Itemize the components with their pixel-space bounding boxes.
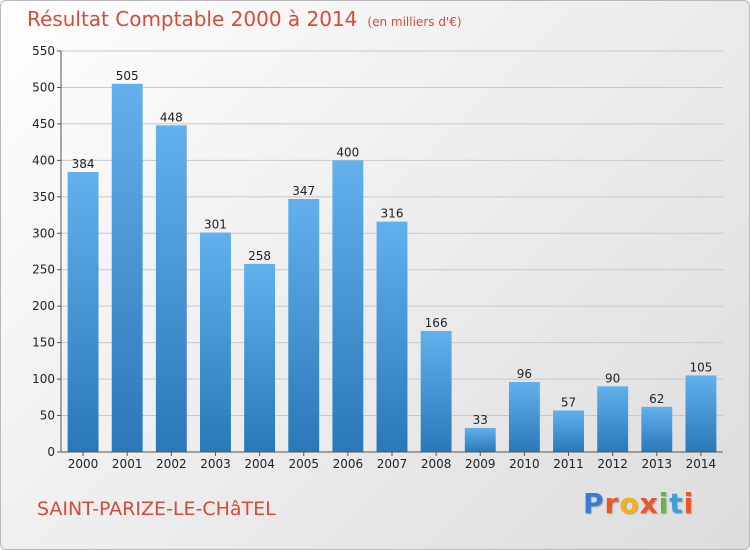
x-tick-label: 2010 — [509, 457, 540, 471]
x-tick-label: 2009 — [465, 457, 496, 471]
bar — [332, 160, 364, 452]
x-tick-label: 2013 — [642, 457, 673, 471]
y-tick-label: 100 — [32, 372, 55, 386]
y-tick-label: 550 — [32, 44, 55, 58]
y-tick-label: 200 — [32, 299, 55, 313]
y-tick-label: 300 — [32, 226, 55, 240]
data-label: 347 — [292, 184, 315, 198]
x-tick-label: 2014 — [686, 457, 717, 471]
x-tick-label: 2006 — [333, 457, 364, 471]
x-tick-label: 2000 — [68, 457, 99, 471]
data-label: 33 — [473, 413, 488, 427]
data-label: 62 — [649, 392, 664, 406]
x-tick-label: 2011 — [553, 457, 584, 471]
logo-letter: x — [639, 487, 659, 520]
y-tick-label: 400 — [32, 153, 55, 167]
data-label: 57 — [561, 395, 576, 409]
logo-letter: i — [658, 487, 670, 520]
data-label: 505 — [116, 69, 139, 83]
bar — [244, 263, 276, 452]
data-label: 166 — [425, 316, 448, 330]
bar — [288, 199, 320, 452]
y-tick-label: 250 — [32, 263, 55, 277]
y-tick-label: 50 — [40, 409, 55, 423]
data-label: 384 — [72, 157, 95, 171]
data-label: 316 — [381, 207, 404, 221]
place-name: SAINT-PARIZE-LE-CHâTEL — [37, 498, 276, 520]
bar — [641, 406, 673, 452]
proxiti-logo: Proxiti — [583, 487, 694, 520]
y-tick-label: 450 — [32, 117, 55, 131]
y-tick-label: 150 — [32, 336, 55, 350]
x-tick-label: 2005 — [288, 457, 319, 471]
logo-letter: i — [683, 487, 695, 520]
x-tick-label: 2008 — [421, 457, 452, 471]
x-tick-label: 2001 — [112, 457, 143, 471]
x-tick-label: 2007 — [377, 457, 408, 471]
bar — [464, 427, 496, 452]
bar — [420, 330, 452, 452]
y-tick-label: 0 — [47, 445, 55, 459]
logo-letter: t — [669, 487, 684, 520]
bar — [685, 375, 717, 452]
bar — [67, 172, 99, 452]
x-tick-label: 2004 — [244, 457, 275, 471]
logo-letter: o — [619, 487, 640, 520]
data-label: 105 — [689, 360, 712, 374]
y-tick-label: 500 — [32, 80, 55, 94]
data-label: 90 — [605, 371, 620, 385]
bar — [508, 382, 540, 452]
bar — [553, 410, 584, 452]
axes: 0 50 100 150 200 250 300 350 400 450 500 550 2000 200… — [32, 44, 723, 471]
y-tick-label: 350 — [32, 190, 55, 204]
x-tick-label: 2003 — [200, 457, 231, 471]
x-tick-label: 2012 — [597, 457, 628, 471]
data-labels: 384 505 448 301 258 347 400 316 166 33 96 57 90 62 105 — [72, 69, 713, 427]
x-tick-label: 2002 — [156, 457, 187, 471]
bar — [111, 83, 143, 453]
data-label: 400 — [336, 145, 359, 159]
bar — [597, 386, 629, 452]
chart-title-text: Résultat Comptable 2000 à 2014 — [27, 7, 358, 31]
logo-letter: r — [604, 487, 620, 520]
chart-title: Résultat Comptable 2000 à 2014 (en millie… — [27, 7, 462, 31]
logo-letter: P — [583, 487, 605, 520]
data-label: 448 — [160, 110, 183, 124]
bar — [376, 221, 408, 452]
data-label: 301 — [204, 218, 227, 232]
data-label: 258 — [248, 249, 271, 263]
bars — [67, 83, 717, 453]
bar — [200, 232, 231, 452]
bar — [155, 125, 187, 452]
data-label: 96 — [517, 367, 532, 381]
chart-subtitle: (en milliers d'€) — [367, 15, 462, 29]
